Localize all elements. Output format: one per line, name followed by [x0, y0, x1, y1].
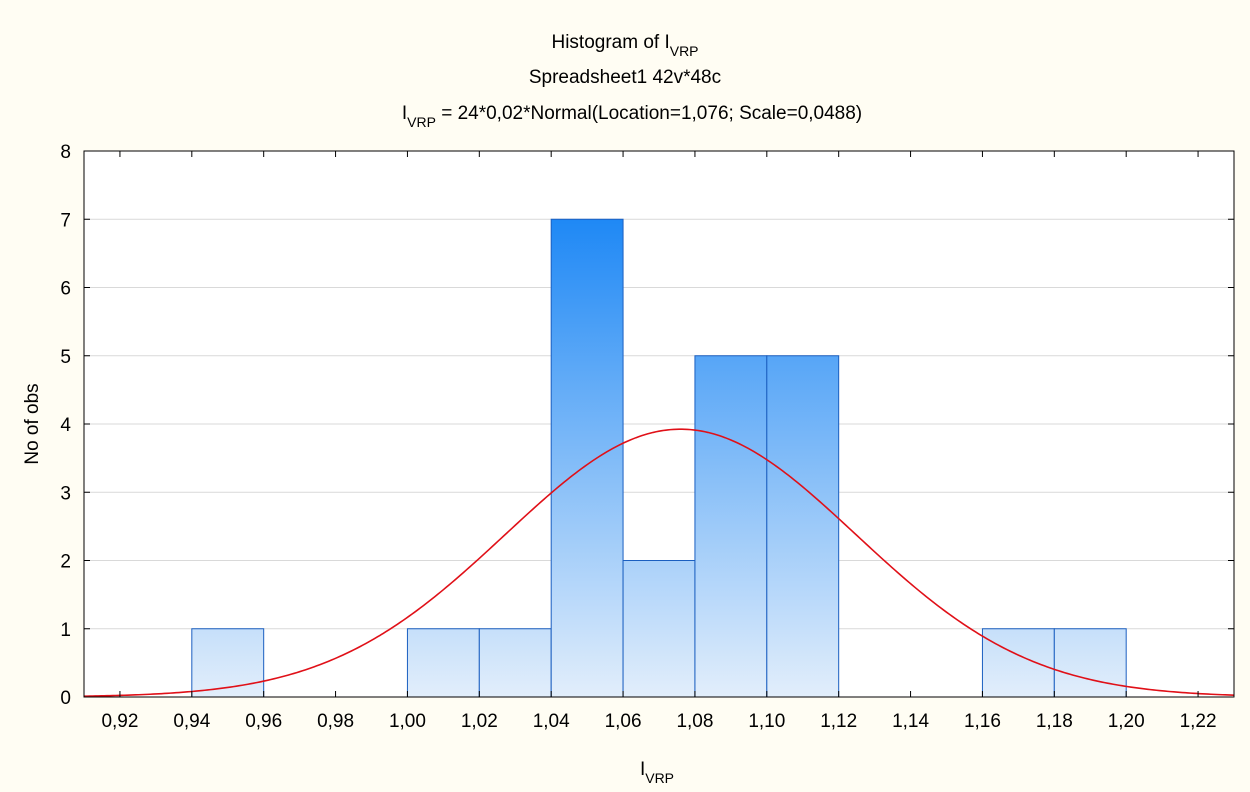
- x-tick-label-5: 1,02: [461, 711, 498, 732]
- x-tick-label-12: 1,16: [964, 711, 1001, 732]
- x-tick-label-4: 1,00: [389, 711, 426, 732]
- y-tick-label-6: 6: [60, 279, 71, 300]
- normal-fit-curve: [83, 428, 1235, 697]
- x-tick-label-1: 0,94: [173, 711, 210, 732]
- histogram-bar-0: [191, 628, 265, 698]
- histogram-bar-7: [694, 355, 768, 698]
- y-tick-label-5: 5: [60, 347, 71, 368]
- y-tick-label-0: 0: [60, 688, 71, 709]
- y-tick-label-3: 3: [60, 483, 71, 504]
- histogram-bar-8: [766, 355, 840, 698]
- x-tick-label-2: 0,96: [245, 711, 282, 732]
- histogram-bar-6: [622, 560, 696, 698]
- histogram-bars: [191, 218, 1127, 698]
- chart-title: Histogram of IVRP: [551, 32, 698, 59]
- x-tick-label-10: 1,12: [820, 711, 857, 732]
- histogram-bar-12: [1053, 628, 1127, 698]
- chart-fit-formula: IVRP = 24*0,02*Normal(Location=1,076; Sc…: [402, 103, 862, 130]
- x-tick-label-3: 0,98: [317, 711, 354, 732]
- x-axis-ticks: 0,92 0,94 0,96 0,98 1,00 1,02 1,04 1,06 1,08 1,10…: [101, 151, 1217, 732]
- y-axis-ticks: 0 1 2 3 4 5 6 7 8: [60, 142, 1234, 709]
- x-tick-label-0: 0,92: [101, 711, 138, 732]
- histogram-bar-4: [478, 628, 552, 698]
- y-axis-label: No of obs: [22, 383, 43, 464]
- x-tick-label-7: 1,06: [605, 711, 642, 732]
- histogram-bar-11: [981, 628, 1055, 698]
- y-tick-label-8: 8: [60, 142, 71, 163]
- x-tick-label-6: 1,04: [533, 711, 570, 732]
- histogram-bar-5: [550, 218, 624, 698]
- chart-subtitle: Spreadsheet1 42v*48c: [529, 67, 721, 88]
- histogram-bar-3: [406, 628, 480, 698]
- x-tick-label-8: 1,08: [676, 711, 713, 732]
- y-tick-label-4: 4: [60, 415, 71, 436]
- y-tick-label-2: 2: [60, 552, 71, 573]
- y-tick-label-7: 7: [60, 210, 71, 231]
- x-tick-label-14: 1,20: [1108, 711, 1145, 732]
- x-tick-label-9: 1,10: [748, 711, 785, 732]
- x-tick-label-13: 1,18: [1036, 711, 1073, 732]
- x-tick-label-15: 1,22: [1180, 711, 1217, 732]
- x-tick-label-11: 1,14: [892, 711, 929, 732]
- x-axis-label: IVRP: [640, 759, 674, 786]
- y-tick-label-1: 1: [60, 620, 71, 641]
